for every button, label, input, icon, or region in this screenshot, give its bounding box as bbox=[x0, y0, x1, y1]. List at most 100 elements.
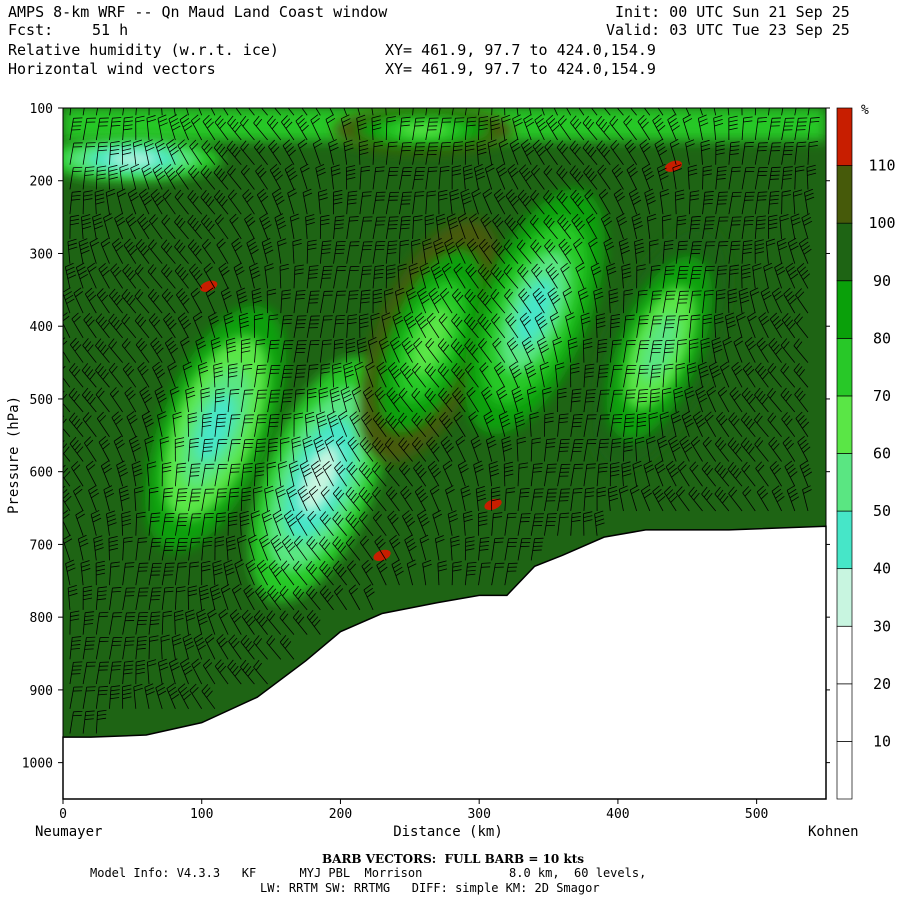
barb-feather bbox=[559, 143, 566, 151]
barb-feather bbox=[623, 293, 633, 296]
wind-barb bbox=[372, 437, 387, 462]
barb-feather bbox=[416, 315, 425, 323]
barb-feather bbox=[311, 591, 318, 600]
barb-feather bbox=[144, 436, 154, 441]
barb-feather bbox=[438, 568, 448, 572]
wind-barb bbox=[154, 386, 167, 413]
barb-feather bbox=[295, 297, 305, 300]
wind-barb bbox=[196, 609, 208, 635]
wind-barb bbox=[504, 487, 516, 511]
barb-feather bbox=[327, 117, 336, 124]
barb-feather bbox=[549, 269, 557, 277]
wind-barb bbox=[501, 114, 511, 141]
barb-feather bbox=[170, 347, 179, 354]
barb-feather bbox=[303, 471, 312, 477]
barb-feather bbox=[615, 192, 624, 199]
barb-feather bbox=[651, 264, 661, 267]
wind-barb bbox=[451, 117, 465, 141]
barb-feather bbox=[218, 262, 227, 269]
wind-barb bbox=[493, 361, 506, 388]
barb-feather bbox=[72, 440, 79, 448]
wind-barb bbox=[476, 139, 487, 165]
wind-barb bbox=[269, 164, 283, 190]
barb-feather bbox=[335, 219, 345, 222]
barb-feather bbox=[100, 266, 108, 273]
barb-feather bbox=[305, 218, 315, 222]
barb-feather bbox=[477, 288, 484, 297]
wind-barb bbox=[542, 387, 552, 413]
wind-barb bbox=[385, 191, 400, 215]
barb-feather bbox=[268, 638, 276, 646]
barb-feather bbox=[307, 510, 315, 519]
barb-feather bbox=[243, 463, 253, 465]
barb-feather bbox=[216, 516, 226, 519]
barb-feather bbox=[170, 386, 179, 392]
wind-barb bbox=[346, 241, 360, 264]
barb-feather bbox=[275, 570, 282, 577]
wind-barb bbox=[308, 485, 321, 512]
wind-barb bbox=[532, 139, 546, 165]
barb-feather bbox=[570, 189, 577, 198]
barb-feather bbox=[196, 340, 205, 346]
barb-feather bbox=[487, 139, 497, 144]
barb-feather bbox=[63, 492, 70, 500]
barb-feather bbox=[110, 145, 120, 148]
barb-feather bbox=[493, 92, 502, 93]
wind-barb bbox=[110, 263, 123, 289]
barb-feather bbox=[179, 686, 188, 694]
wind-barb bbox=[277, 238, 287, 264]
barb-feather bbox=[659, 171, 668, 177]
barb-feather bbox=[309, 90, 316, 96]
barb-feather bbox=[204, 512, 214, 515]
barb-feather bbox=[482, 295, 489, 303]
wind-barb bbox=[133, 683, 143, 709]
barb-feather bbox=[334, 252, 345, 255]
barb-feather bbox=[156, 142, 165, 148]
barb-feather bbox=[114, 213, 123, 219]
barb-feather bbox=[442, 291, 450, 299]
barb-feather bbox=[206, 146, 213, 154]
wind-barb bbox=[649, 239, 659, 264]
barb-feather bbox=[250, 510, 260, 515]
barb-feather bbox=[307, 395, 317, 399]
barb-feather bbox=[610, 321, 620, 325]
barb-feather bbox=[86, 439, 94, 447]
barb-feather bbox=[513, 393, 523, 399]
wind-barb bbox=[413, 461, 427, 487]
wind-barb bbox=[95, 108, 98, 116]
barb-feather bbox=[440, 341, 447, 349]
barb-feather bbox=[445, 485, 454, 491]
wind-barb bbox=[95, 709, 107, 734]
barb-feather bbox=[208, 199, 215, 207]
wind-barb bbox=[126, 411, 138, 437]
barb-feather bbox=[283, 389, 293, 391]
barb-feather bbox=[98, 436, 107, 443]
barb-feather bbox=[192, 196, 199, 204]
barb-feather bbox=[73, 369, 81, 377]
barb-feather bbox=[85, 460, 94, 468]
barb-feather bbox=[407, 559, 416, 565]
wind-barb bbox=[122, 97, 134, 116]
barb-feather bbox=[321, 252, 331, 254]
barb-feather bbox=[163, 491, 173, 494]
barb-feather bbox=[334, 461, 342, 469]
wind-barb bbox=[496, 163, 508, 190]
barb-feather bbox=[492, 337, 500, 345]
barb-feather bbox=[600, 438, 610, 441]
barb-feather bbox=[418, 492, 427, 499]
barb-feather bbox=[337, 439, 346, 446]
barb-feather bbox=[125, 97, 134, 98]
barb-feather bbox=[161, 638, 170, 642]
barb-feather bbox=[66, 563, 75, 568]
wind-barb bbox=[603, 237, 615, 264]
wind-barb bbox=[440, 436, 454, 462]
barb-feather bbox=[190, 437, 200, 440]
barb-feather bbox=[226, 341, 236, 345]
barb-feather bbox=[659, 150, 667, 156]
barb-feather bbox=[656, 492, 664, 499]
barb-feather bbox=[85, 710, 95, 713]
wind-barb bbox=[98, 436, 110, 462]
barb-feather bbox=[485, 163, 494, 169]
wind-barb bbox=[530, 513, 545, 536]
barb-feather bbox=[647, 200, 656, 205]
